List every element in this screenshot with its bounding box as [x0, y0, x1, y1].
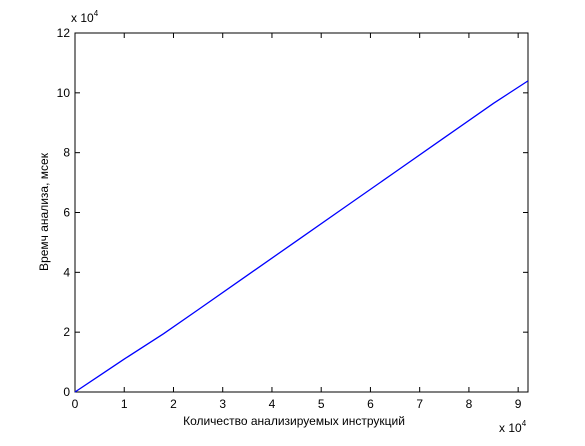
- y-tick-labels: 0 2 4 6 8 10 12: [57, 26, 71, 399]
- x-axis-label: Количество анализируемых инструкций: [183, 414, 405, 428]
- x-multiplier: x 104: [499, 419, 527, 435]
- y-tick-label: 8: [63, 146, 70, 160]
- x-tick-label: 1: [121, 397, 128, 411]
- y-tick-label: 4: [63, 265, 70, 279]
- y-tick-label: 6: [63, 206, 70, 220]
- y-axis-label: Времч анализа, мсек: [37, 152, 51, 271]
- y-tick-label: 12: [57, 26, 71, 40]
- y-multiplier: x 104: [71, 9, 99, 25]
- tick-marks: [74, 32, 528, 393]
- x-tick-label: 8: [466, 397, 473, 411]
- x-tick-label: 0: [72, 397, 79, 411]
- x-tick-label: 7: [416, 397, 423, 411]
- y-tick-label: 2: [63, 325, 70, 339]
- y-multiplier-exponent: 4: [94, 9, 99, 18]
- x-tick-label: 6: [367, 397, 374, 411]
- series-line: [74, 80, 529, 393]
- x-tick-label: 5: [318, 397, 325, 411]
- x-multiplier-base: x 10: [499, 421, 522, 435]
- y-tick-label: 0: [63, 385, 70, 399]
- y-multiplier-base: x 10: [71, 11, 94, 25]
- y-tick-label: 10: [57, 86, 71, 100]
- x-tick-label: 9: [515, 397, 522, 411]
- x-tick-label: 4: [269, 397, 276, 411]
- x-tick-label: 2: [170, 397, 177, 411]
- x-multiplier-exponent: 4: [522, 419, 527, 428]
- x-tick-labels: 0 1 2 3 4 5 6 7 8 9: [72, 397, 522, 411]
- plot-area: [74, 32, 529, 393]
- x-tick-label: 3: [219, 397, 226, 411]
- series-layer: [74, 80, 529, 393]
